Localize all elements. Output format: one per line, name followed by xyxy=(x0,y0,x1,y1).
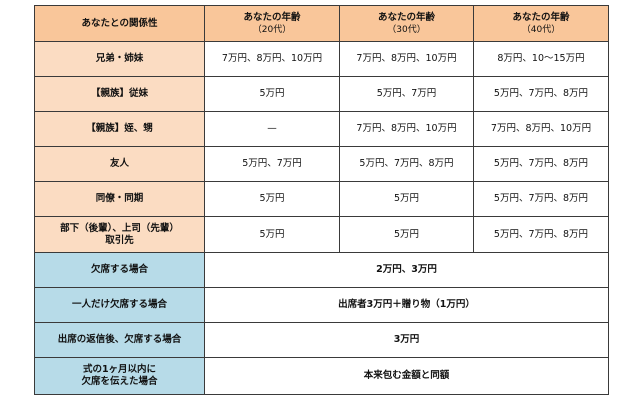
amount-40s-cell: 5万円、7万円、8万円 xyxy=(473,216,609,253)
special-row: 一人だけ欠席する場合 出席者3万円＋贈り物（1万円） xyxy=(34,287,609,323)
amount-20s-cell: 5万円 xyxy=(204,216,340,253)
header-relation: あなたとの関係性 xyxy=(34,5,205,42)
table-row: 部下（後輩）、上司（先輩） 取引先 5万円 5万円 5万円、7万円、8万円 xyxy=(34,216,609,253)
condition-amount-cell: 2万円、3万円 xyxy=(204,252,609,288)
amount-20s-cell: 5万円 xyxy=(204,76,340,112)
relation-cell: 兄弟・姉妹 xyxy=(34,41,205,77)
special-row: 式の1ヶ月以内に 欠席を伝えた場合 本来包む金額と同額 xyxy=(34,357,609,395)
amount-40s-cell: 5万円、7万円、8万円 xyxy=(473,181,609,217)
relation-cell: 同僚・同期 xyxy=(34,181,205,217)
amount-40s-cell: 5万円、7万円、8万円 xyxy=(473,146,609,182)
relation-cell: 【親族】姪、甥 xyxy=(34,111,205,147)
table-row: 兄弟・姉妹 7万円、8万円、10万円 7万円、8万円、10万円 8万円、10～1… xyxy=(34,41,609,77)
amount-30s-cell: 7万円、8万円、10万円 xyxy=(339,41,474,77)
amount-30s-cell: 5万円、7万円、8万円 xyxy=(339,146,474,182)
table-row: 友人 5万円、7万円 5万円、7万円、8万円 5万円、7万円、8万円 xyxy=(34,146,609,182)
table-row: 【親族】従妹 5万円 5万円、7万円 5万円、7万円、8万円 xyxy=(34,76,609,112)
amount-30s-cell: 7万円、8万円、10万円 xyxy=(339,111,474,147)
condition-cell: 式の1ヶ月以内に 欠席を伝えた場合 xyxy=(34,357,205,395)
header-age-30s-decade: （30代） xyxy=(387,24,426,35)
header-age-40s: あなたの年齢 （40代） xyxy=(473,5,609,42)
condition-cell: 出席の返信後、欠席する場合 xyxy=(34,322,205,358)
gift-amount-table: あなたとの関係性 あなたの年齢 （20代） あなたの年齢 （30代） あなたの年… xyxy=(34,5,609,395)
condition-amount-cell: 出席者3万円＋贈り物（1万円） xyxy=(204,287,609,323)
header-age-20s-decade: （20代） xyxy=(252,24,292,35)
special-row: 出席の返信後、欠席する場合 3万円 xyxy=(34,322,609,358)
relation-line: 取引先 xyxy=(105,234,134,246)
amount-20s-cell: 5万円 xyxy=(204,181,340,217)
amount-40s-cell: 7万円、8万円、10万円 xyxy=(473,111,609,147)
amount-30s-cell: 5万円、7万円 xyxy=(339,76,474,112)
header-age-30s-title: あなたの年齢 xyxy=(377,11,435,23)
amount-30s-cell: 5万円 xyxy=(339,216,474,253)
condition-line: 式の1ヶ月以内に xyxy=(82,364,157,375)
relation-line: 部下（後輩）、上司（先輩） xyxy=(60,222,179,234)
amount-20s-cell: 7万円、8万円、10万円 xyxy=(204,41,340,77)
table-row: 【親族】姪、甥 — 7万円、8万円、10万円 7万円、8万円、10万円 xyxy=(34,111,609,147)
amount-40s-cell: 8万円、10～15万円 xyxy=(473,41,609,77)
relation-cell: 友人 xyxy=(34,146,205,182)
amount-30s-cell: 5万円 xyxy=(339,181,474,217)
condition-amount-cell: 3万円 xyxy=(204,322,609,358)
header-age-30s: あなたの年齢 （30代） xyxy=(339,5,474,42)
condition-cell: 一人だけ欠席する場合 xyxy=(34,287,205,323)
relation-cell: 部下（後輩）、上司（先輩） 取引先 xyxy=(34,216,205,253)
relation-cell: 【親族】従妹 xyxy=(34,76,205,112)
condition-amount-cell: 本来包む金額と同額 xyxy=(204,357,609,395)
header-age-40s-title: あなたの年齢 xyxy=(512,11,570,23)
condition-line: 欠席を伝えた場合 xyxy=(81,376,158,387)
header-row: あなたとの関係性 あなたの年齢 （20代） あなたの年齢 （30代） あなたの年… xyxy=(34,5,609,42)
table-row: 同僚・同期 5万円 5万円 5万円、7万円、8万円 xyxy=(34,181,609,217)
amount-20s-cell: — xyxy=(204,111,340,147)
header-age-40s-decade: （40代） xyxy=(521,24,561,35)
special-row: 欠席する場合 2万円、3万円 xyxy=(34,252,609,288)
amount-40s-cell: 5万円、7万円、8万円 xyxy=(473,76,609,112)
amount-20s-cell: 5万円、7万円 xyxy=(204,146,340,182)
condition-cell: 欠席する場合 xyxy=(34,252,205,288)
header-age-20s-title: あなたの年齢 xyxy=(243,11,301,23)
header-age-20s: あなたの年齢 （20代） xyxy=(204,5,340,42)
